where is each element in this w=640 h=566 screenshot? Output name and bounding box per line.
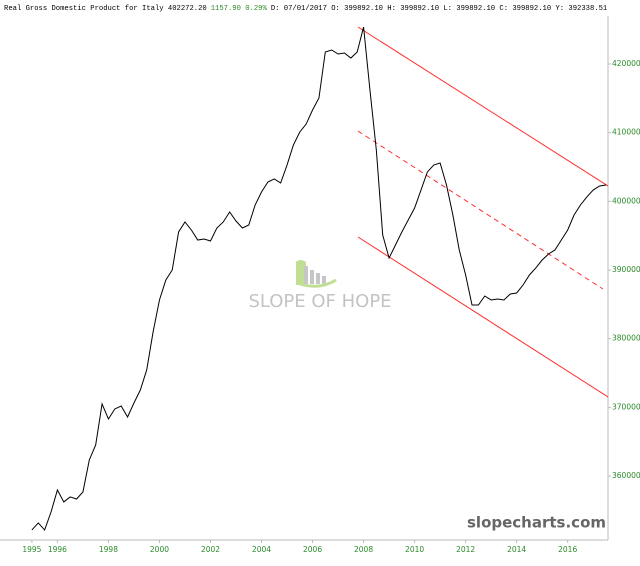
x-tick-label: 2002 <box>201 545 220 554</box>
y-tick-label: 390000 <box>612 265 640 274</box>
x-tick-label: 2008 <box>354 545 373 554</box>
y-tick-label: 360000 <box>612 471 640 480</box>
watermark: SLOPE OF HOPE <box>248 291 391 312</box>
trend-line <box>357 26 609 187</box>
x-tick-label: 2014 <box>507 545 526 554</box>
site-label: slopecharts.com <box>467 514 606 532</box>
logo-leaf <box>296 260 306 285</box>
y-tick-label: 400000 <box>612 196 640 205</box>
x-tick-label: 2000 <box>150 545 169 554</box>
x-tick-label: 2016 <box>558 545 577 554</box>
logo-swoosh <box>299 278 337 288</box>
logo-bar <box>322 276 326 284</box>
stats: D: 07/01/2017 O: 399892.10 H: 399892.10 … <box>271 5 607 13</box>
watermark-logo <box>296 260 337 288</box>
y-tick-label: 370000 <box>612 402 640 411</box>
y-tick-label: 420000 <box>612 59 640 68</box>
logo-bar <box>304 266 308 284</box>
x-tick-label: 1998 <box>99 545 118 554</box>
logo-bar <box>316 273 320 284</box>
y-tick-label: 410000 <box>612 128 640 137</box>
x-tick-label: 2004 <box>252 545 271 554</box>
chart-title: Real Gross Domestic Product for Italy 40… <box>4 5 207 13</box>
trend-line <box>357 236 609 398</box>
y-tick-label: 380000 <box>612 334 640 343</box>
x-tick-label: 2006 <box>303 545 322 554</box>
change: 1157.90 0.29% <box>211 5 268 13</box>
x-tick-label: 1996 <box>48 545 67 554</box>
x-tick-label: 1995 <box>22 545 41 554</box>
x-tick-label: 2012 <box>456 545 475 554</box>
data-line <box>31 26 607 531</box>
logo-bar <box>310 270 314 284</box>
x-tick-label: 2010 <box>405 545 424 554</box>
trend-line <box>357 130 604 290</box>
